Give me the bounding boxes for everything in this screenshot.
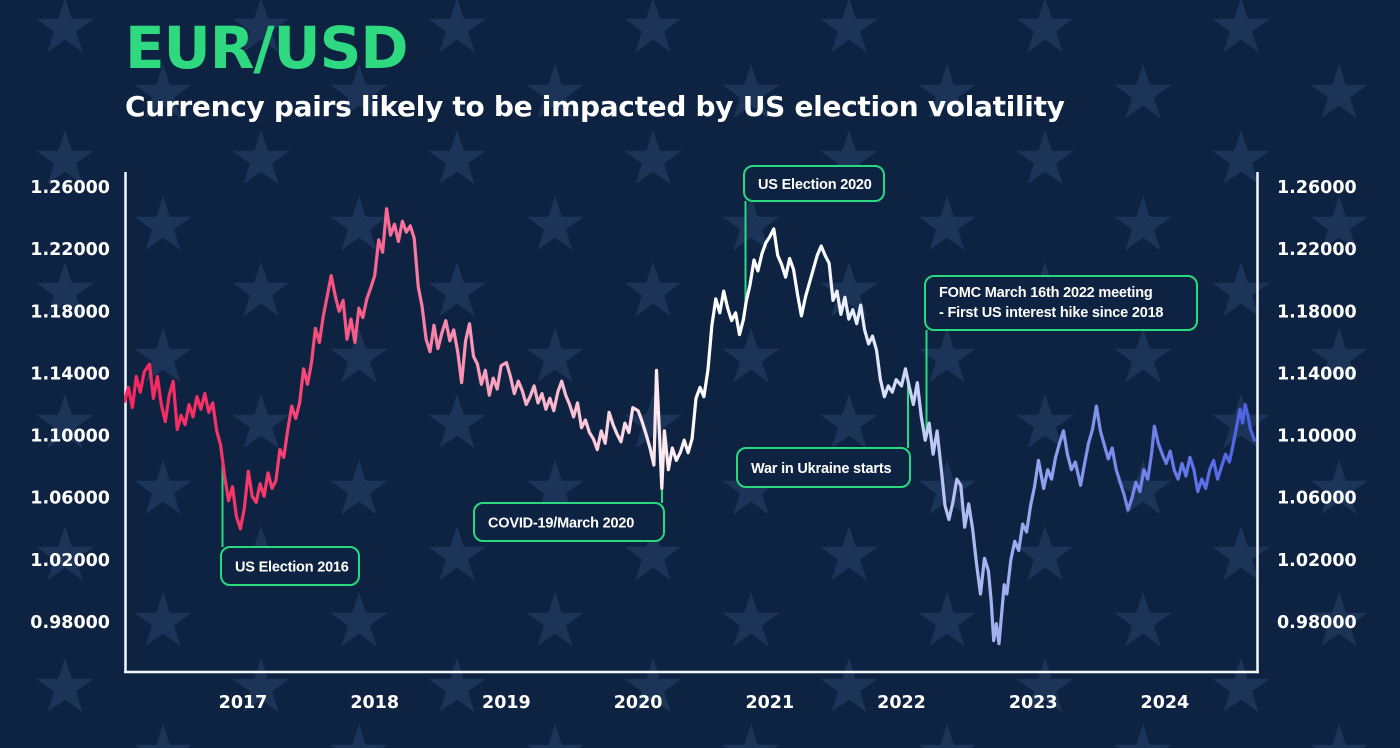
y-tick-label-left: 1.26000	[30, 178, 110, 198]
y-tick-label-left: 1.22000	[30, 240, 110, 260]
y-axis-labels-right: 1.26000 1.22000 1.18000 1.14000 1.10000 1.060…	[1277, 178, 1357, 633]
y-tick-label-right: 1.22000	[1277, 240, 1357, 260]
x-tick-label: 2017	[219, 693, 268, 713]
x-tick-label: 2024	[1141, 693, 1190, 713]
annotation-us-election-2020: US Election 2020	[743, 165, 885, 202]
pair-title: EUR/USD	[125, 14, 409, 82]
annotation-box	[924, 275, 1198, 331]
y-tick-label-left: 1.10000	[30, 427, 110, 447]
annotation-covid-19-march-2020: COVID-19/March 2020	[473, 502, 665, 542]
y-tick-label-left: 1.02000	[30, 551, 110, 571]
x-axis-labels: 2017 2018 2019 2020 2021 2022 2023 2024	[219, 693, 1190, 713]
y-tick-label-left: 1.18000	[30, 302, 110, 322]
annotation-us-election-2016: US Election 2016	[220, 546, 360, 586]
y-tick-label-left: 1.14000	[30, 364, 110, 384]
annotation-label: War in Ukraine starts	[751, 461, 891, 477]
price-line-eur-usd	[124, 207, 1257, 646]
y-tick-label-right: 1.18000	[1277, 302, 1357, 322]
annotation-boxes: US Election 2016 COVID-19/March 2020 US El…	[220, 165, 1198, 586]
annotation-box	[743, 165, 885, 202]
y-tick-label-right: 1.14000	[1277, 364, 1357, 384]
annotation-label-line-2: - First US interest hike since 2018	[939, 305, 1163, 321]
y-tick-label-right: 1.26000	[1277, 178, 1357, 198]
x-tick-label: 2019	[482, 693, 531, 713]
annotation-label-line-1: FOMC March 16th 2022 meeting	[939, 285, 1153, 301]
annotation-box	[736, 447, 911, 488]
y-axis-labels-left: 1.26000 1.22000 1.18000 1.14000 1.10000 1.060…	[30, 178, 110, 633]
chart-subtitle: Currency pairs likely to be impacted by …	[125, 90, 1065, 124]
annotation-fomc-march-2022: FOMC March 16th 2022 meeting - First US i…	[924, 275, 1198, 331]
annotation-box	[220, 546, 360, 586]
x-tick-label: 2018	[350, 693, 399, 713]
chart-header: EUR/USD Currency pairs likely to be impa…	[125, 14, 1065, 124]
x-tick-label: 2022	[877, 693, 926, 713]
annotation-war-in-ukraine-starts: War in Ukraine starts	[736, 447, 911, 488]
x-tick-label: 2020	[614, 693, 663, 713]
y-tick-label-left: 0.98000	[30, 613, 110, 633]
annotation-label: COVID-19/March 2020	[488, 516, 634, 532]
annotation-label: US Election 2016	[235, 560, 349, 576]
annotation-label: US Election 2020	[758, 177, 872, 193]
x-tick-label: 2023	[1009, 693, 1058, 713]
y-tick-label-right: 1.06000	[1277, 489, 1357, 509]
x-tick-label: 2021	[745, 693, 794, 713]
annotation-box	[473, 502, 665, 542]
y-tick-label-right: 1.10000	[1277, 427, 1357, 447]
y-tick-label-right: 0.98000	[1277, 613, 1357, 633]
y-tick-label-right: 1.02000	[1277, 551, 1357, 571]
y-tick-label-left: 1.06000	[30, 489, 110, 509]
